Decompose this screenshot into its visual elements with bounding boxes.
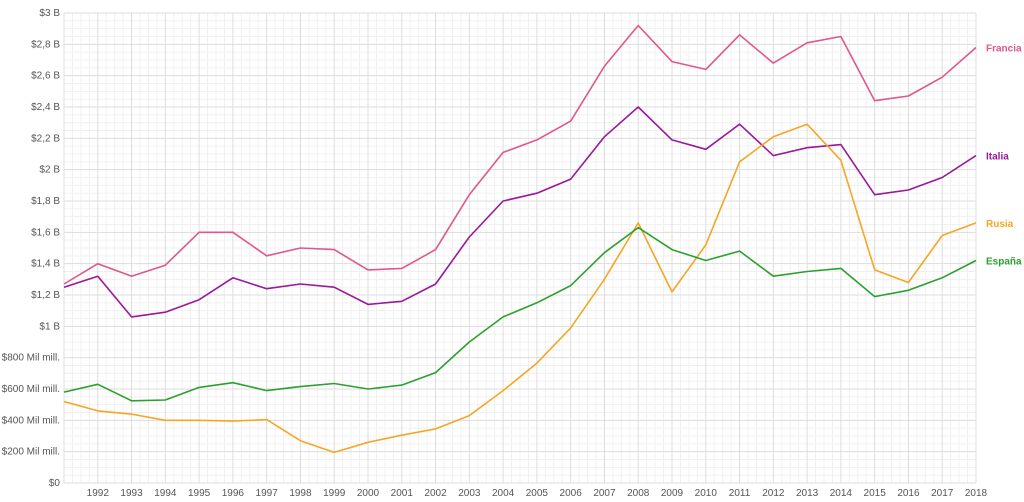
y-tick-label: $1,4 B [31,259,60,270]
x-tick-label: 2011 [729,488,751,499]
y-tick-label: $2 B [39,165,60,176]
x-tick-label: 2013 [796,488,819,499]
series-label-francia: Francia [986,43,1022,54]
x-tick-label: 2000 [357,488,380,499]
x-tick-label: 1994 [154,488,177,499]
y-axis-tick-labels: $0 $200 Mil mill. $400 Mil mill. $600 Mil m… [2,8,61,489]
y-tick-label: $2,2 B [31,133,60,144]
series-label-espa-a: España [986,257,1022,268]
y-tick-label: $3 B [39,8,60,19]
x-tick-label: 1992 [87,488,110,499]
x-tick-label: 2015 [864,488,887,499]
x-tick-label: 2003 [458,488,481,499]
x-tick-label: 2018 [965,488,988,499]
x-tick-label: 2016 [897,488,920,499]
x-tick-label: 2005 [526,488,549,499]
x-tick-label: 2014 [830,488,853,499]
x-axis-tick-labels: 1992 1993 1994 1995 1996 1997 1998 1999 2000 2001… [87,488,988,499]
y-tick-label: $1,8 B [31,196,60,207]
x-tick-label: 2002 [424,488,447,499]
y-tick-label: $2,4 B [31,102,60,113]
x-tick-label: 1996 [222,488,245,499]
x-tick-label: 2006 [560,488,583,499]
y-tick-label: $1 B [39,321,60,332]
series-label-italia: Italia [986,152,1009,163]
y-tick-label: $2,8 B [31,39,60,50]
major-gridlines [63,12,977,484]
x-tick-label: 2012 [762,488,785,499]
y-tick-label: $800 Mil mill. [2,353,60,364]
series-line-rusia [63,123,977,454]
series-line-espa-a [63,226,977,402]
x-tick-label: 1998 [289,488,312,499]
series-labels: Francia Italia Rusia España [986,43,1022,267]
x-tick-label: 2010 [695,488,718,499]
x-tick-label: 1999 [323,488,346,499]
series-label-rusia: Rusia [986,219,1014,230]
series-line-francia [63,24,977,285]
x-tick-label: 2009 [661,488,684,499]
y-tick-label: $600 Mil mill. [2,384,60,395]
y-tick-label: $200 Mil mill. [2,447,60,458]
x-tick-label: 2017 [931,488,954,499]
x-tick-label: 2007 [593,488,616,499]
y-tick-label: $1,6 B [31,227,60,238]
series-lines [63,24,977,454]
x-tick-label: 1993 [120,488,143,499]
x-tick-label: 1995 [188,488,211,499]
x-tick-label: 2008 [627,488,650,499]
y-tick-label: $0 [49,478,61,489]
y-tick-label: $400 Mil mill. [2,415,60,426]
y-tick-label: $1,2 B [31,290,60,301]
x-tick-label: 2001 [391,488,414,499]
y-tick-label: $2,6 B [31,71,60,82]
x-tick-label: 1997 [256,488,279,499]
series-line-italia [63,106,977,318]
x-tick-label: 2004 [492,488,515,499]
minor-gridlines [64,13,976,483]
